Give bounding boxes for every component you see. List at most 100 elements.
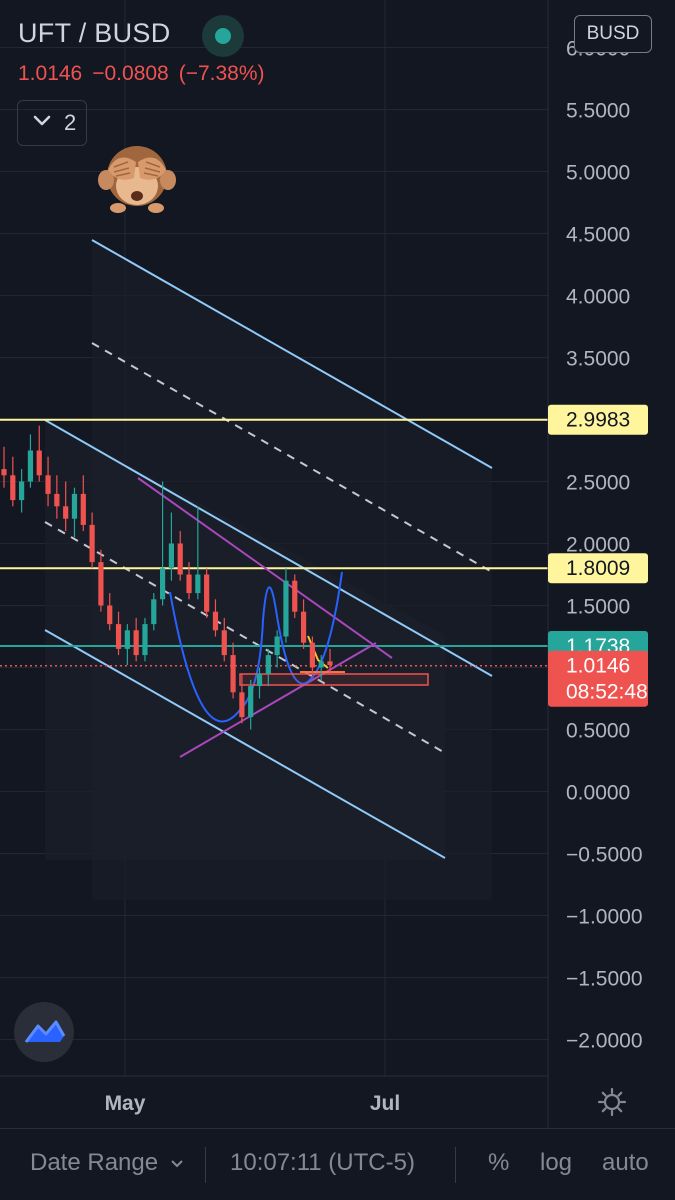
currency-button[interactable]: BUSD <box>574 15 652 53</box>
price-tag-bg <box>548 404 648 435</box>
candle-body <box>300 611 307 643</box>
candle-body <box>256 673 263 687</box>
bottom-toolbar: Date Range 10:07:11 (UTC-5) % log auto <box>0 1128 675 1200</box>
y-tick-label: 5.0000 <box>566 162 630 185</box>
candle-body <box>212 611 219 631</box>
y-tick-label: 0.5000 <box>566 720 630 743</box>
candle-body <box>10 475 16 501</box>
y-tick-label: −2.0000 <box>566 1030 643 1053</box>
candle-body <box>265 655 271 674</box>
candle-body <box>133 630 139 656</box>
tradingview-logo-icon[interactable] <box>14 1002 74 1062</box>
cup-handle-curve <box>169 571 343 723</box>
x-tick-label: May <box>105 1092 146 1115</box>
y-tick-label: 2.0000 <box>566 534 630 557</box>
triangle-upper-line <box>137 477 393 659</box>
indicators-count: 2 <box>64 110 77 135</box>
channel-shade-lower <box>45 420 445 860</box>
price-tag-countdown: 08:52:48 <box>566 681 648 704</box>
candle-body <box>248 686 254 718</box>
see-no-evil-monkey-icon <box>98 140 176 219</box>
price-tag-level-mid: 1.8009 <box>548 553 648 584</box>
channel-upper-midline <box>91 342 493 573</box>
candle-body <box>177 543 183 575</box>
price-tag-value: 1.0146 <box>566 655 630 678</box>
candle-body <box>19 481 25 501</box>
market-status-icon <box>202 15 244 57</box>
gear-icon[interactable] <box>596 1086 628 1123</box>
candle-body <box>186 574 192 594</box>
candle-body <box>98 562 104 606</box>
candle-body <box>283 580 289 637</box>
date-range-button[interactable]: Date Range <box>30 1149 185 1177</box>
log-scale-toggle[interactable]: log <box>540 1149 573 1176</box>
chevron-down-icon <box>31 109 53 137</box>
channel-upper-line <box>91 239 493 469</box>
candle-body <box>318 661 324 668</box>
price-tag-bg <box>548 650 648 707</box>
price-tag-level-high: 2.9983 <box>548 404 648 435</box>
channel-lower-bottom-line <box>44 629 446 859</box>
candle-body <box>292 580 298 612</box>
candle-body <box>221 630 227 656</box>
x-tick-label: Jul <box>370 1092 400 1115</box>
price-tag-bg <box>548 553 648 584</box>
last-price: 1.0146 <box>18 62 83 85</box>
candle-body <box>151 599 157 625</box>
price-tag-value: 1.8009 <box>566 557 630 580</box>
demand-zone-box <box>239 673 429 686</box>
channel-lower-midline <box>44 521 446 754</box>
candle-body <box>1 469 7 476</box>
y-tick-label: 4.5000 <box>566 224 630 247</box>
channel-lower-top-line <box>44 419 493 677</box>
candle-body <box>327 661 333 666</box>
y-tick-label: 3.5000 <box>566 348 630 371</box>
indicators-collapse-button[interactable]: 2 <box>17 100 87 146</box>
y-tick-label: 1.5000 <box>566 596 630 619</box>
candle-body <box>115 624 122 649</box>
symbol-title[interactable]: UFT / BUSD <box>18 18 171 48</box>
candle-body <box>204 574 210 612</box>
y-tick-label: 5.5000 <box>566 100 630 123</box>
percent-scale-toggle[interactable]: % <box>488 1149 510 1176</box>
candle-body <box>239 692 245 718</box>
candle-body <box>107 605 113 625</box>
y-tick-label: 0.0000 <box>566 782 630 805</box>
auto-scale-toggle[interactable]: auto <box>602 1149 649 1176</box>
timezone-clock[interactable]: 10:07:11 (UTC-5) <box>230 1149 415 1176</box>
candle-body <box>274 636 280 656</box>
candle-body <box>71 493 78 519</box>
candle-body <box>168 543 175 569</box>
y-tick-label: −0.5000 <box>566 844 643 867</box>
price-change-pct: (−7.38%) <box>178 62 265 85</box>
candle-body <box>159 568 166 600</box>
candle-body <box>27 450 34 482</box>
y-tick-label: −1.5000 <box>566 968 643 991</box>
candle-body <box>80 493 86 525</box>
y-tick-label: 4.0000 <box>566 286 630 309</box>
candle-body <box>36 450 42 476</box>
price-quote: 1.0146 −0.0808 (−7.38%) <box>18 62 275 86</box>
candle-body <box>142 624 148 656</box>
candle-body <box>89 524 95 563</box>
candle-body <box>45 475 51 494</box>
price-change: −0.0808 <box>92 62 169 85</box>
candle-body <box>124 630 130 649</box>
candlestick-series <box>1 425 333 730</box>
chevron-down-icon <box>165 1149 185 1176</box>
price-tag-last-price: 1.0146 08:52:48 <box>548 650 648 707</box>
price-chart[interactable]: 6.00005.50005.00004.50004.00003.50002.50… <box>0 0 675 1128</box>
date-range-label: Date Range <box>30 1149 159 1176</box>
y-tick-label: 2.5000 <box>566 472 630 495</box>
chart-drawings <box>0 239 548 900</box>
candle-body <box>309 642 315 668</box>
price-axis: 6.00005.50005.00004.50004.00003.50002.50… <box>566 38 643 1053</box>
candle-body <box>63 506 69 519</box>
candle-body <box>230 655 236 693</box>
triangle-lower-line <box>179 642 377 758</box>
candle-body <box>54 493 60 507</box>
price-tag-value: 2.9983 <box>566 409 630 432</box>
candle-body <box>195 574 201 594</box>
y-tick-label: −1.0000 <box>566 906 643 929</box>
